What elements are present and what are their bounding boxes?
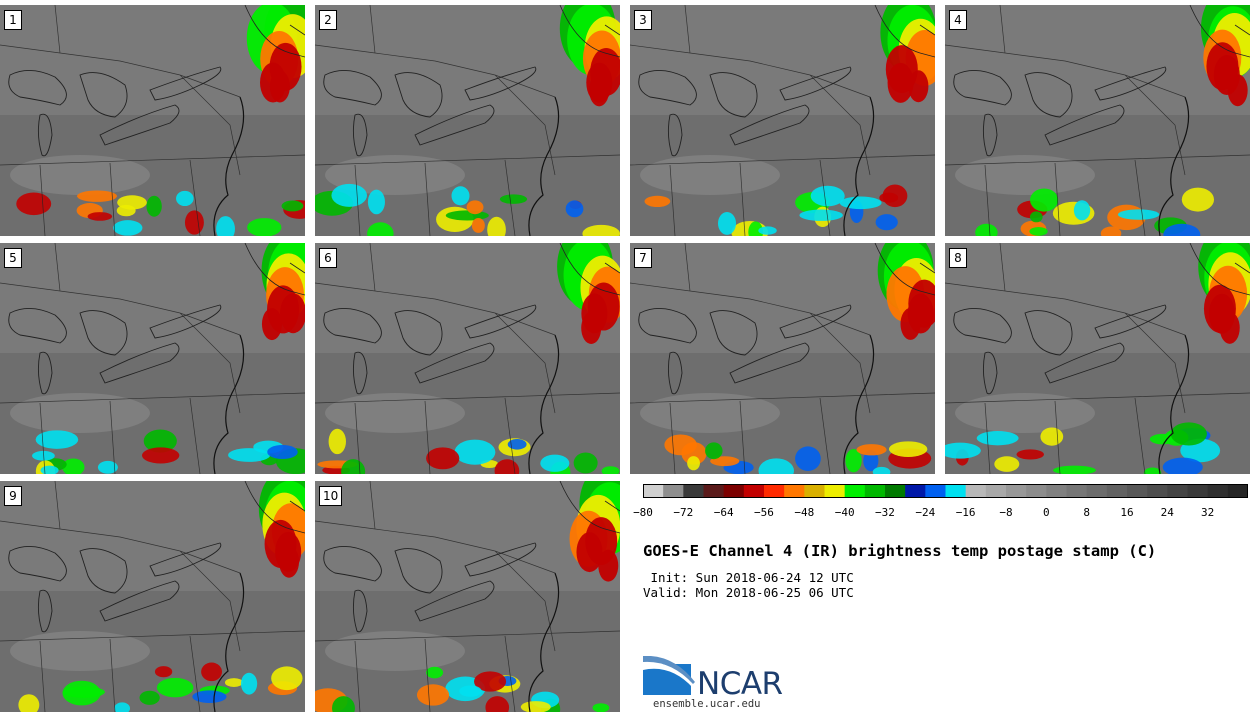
forecast-panel-10: 10 xyxy=(315,481,620,712)
colorbar-tick-label: −64 xyxy=(713,506,734,519)
colorbar-swatch xyxy=(1127,484,1148,498)
colorbar-swatch xyxy=(885,484,906,498)
plot-title: GOES-E Channel 4 (IR) brightness temp po… xyxy=(643,542,1157,560)
colorbar-swatch xyxy=(784,484,805,498)
colorbar-swatch xyxy=(1026,484,1047,498)
forecast-panel-1: 1 xyxy=(0,5,305,236)
forecast-panel-6: 6 xyxy=(315,243,620,474)
colorbar-tick-label: −24 xyxy=(915,506,936,519)
colorbar-tick-label: −72 xyxy=(673,506,694,519)
colorbar-swatch xyxy=(1227,484,1248,498)
colorbar-swatch xyxy=(743,484,765,498)
forecast-panel-5: 5 xyxy=(0,243,305,474)
colorbar-swatch xyxy=(1147,484,1168,498)
forecast-panel-4: 4 xyxy=(945,5,1250,236)
forecast-panel-7: 7 xyxy=(630,243,935,474)
colorbar-swatch xyxy=(864,484,886,498)
forecast-panel-8: 8 xyxy=(945,243,1250,474)
colorbar-swatch xyxy=(1106,484,1128,498)
colorbar-tick-label: −48 xyxy=(794,506,815,519)
colorbar-tick-label: −40 xyxy=(834,506,855,519)
colorbar-swatch xyxy=(1006,484,1027,498)
colorbar-tick-label: 16 xyxy=(1120,506,1134,519)
ncar-logo-text: NCAR xyxy=(697,666,783,702)
panel-label: 10 xyxy=(319,486,343,506)
forecast-panel-2: 2 xyxy=(315,5,620,236)
colorbar-swatch xyxy=(945,484,967,498)
panel-label: 7 xyxy=(634,248,652,268)
colorbar-swatch xyxy=(844,484,866,498)
colorbar-swatch xyxy=(683,484,704,498)
colorbar-swatch xyxy=(1046,484,1067,498)
panel-label: 3 xyxy=(634,10,652,30)
site-url: ensemble.ucar.edu xyxy=(653,698,761,710)
colorbar-frame xyxy=(643,484,1248,498)
colorbar-swatch xyxy=(925,484,946,498)
init-time: Init: Sun 2018-06-24 12 UTC xyxy=(643,570,854,585)
colorbar-tick-label: 32 xyxy=(1200,506,1215,519)
temperature-colorbar xyxy=(643,484,1248,498)
colorbar-swatch xyxy=(824,484,846,498)
colorbar-swatch xyxy=(764,484,785,498)
colorbar-swatch xyxy=(905,484,926,498)
forecast-panel-3: 3 xyxy=(630,5,935,236)
ncar-logo-icon xyxy=(643,656,695,695)
colorbar-swatch xyxy=(804,484,825,498)
panel-label: 2 xyxy=(319,10,337,30)
panel-label: 6 xyxy=(319,248,337,268)
panel-label: 4 xyxy=(949,10,967,30)
colorbar-tick-label: −32 xyxy=(875,506,895,519)
colorbar-swatch xyxy=(703,484,725,498)
valid-time: Valid: Mon 2018-06-25 06 UTC xyxy=(643,585,854,600)
panel-label: 8 xyxy=(949,248,967,268)
colorbar-swatch xyxy=(1207,484,1229,498)
colorbar-swatch xyxy=(643,484,664,498)
colorbar-tick-label: 24 xyxy=(1160,506,1174,519)
panel-label: 1 xyxy=(4,10,22,30)
panel-label: 9 xyxy=(4,486,22,506)
colorbar-tick-label: −16 xyxy=(955,506,976,519)
forecast-panel-9: 9 xyxy=(0,481,305,712)
colorbar-swatch xyxy=(1167,484,1188,498)
colorbar-swatch xyxy=(723,484,745,498)
colorbar-tick-label: −80 xyxy=(633,506,653,519)
panel-label: 5 xyxy=(4,248,22,268)
colorbar-swatch xyxy=(985,484,1007,498)
colorbar-tick-label: −56 xyxy=(754,506,774,519)
colorbar-swatch xyxy=(965,484,987,498)
colorbar-swatch xyxy=(1066,484,1088,498)
colorbar-tick-label: −8 xyxy=(999,506,1013,519)
colorbar-tick-label: 0 xyxy=(1042,506,1050,519)
colorbar-swatch xyxy=(1086,484,1108,498)
colorbar-swatch xyxy=(663,484,684,498)
colorbar-swatch xyxy=(1187,484,1209,498)
colorbar-tick-label: 8 xyxy=(1083,506,1090,519)
